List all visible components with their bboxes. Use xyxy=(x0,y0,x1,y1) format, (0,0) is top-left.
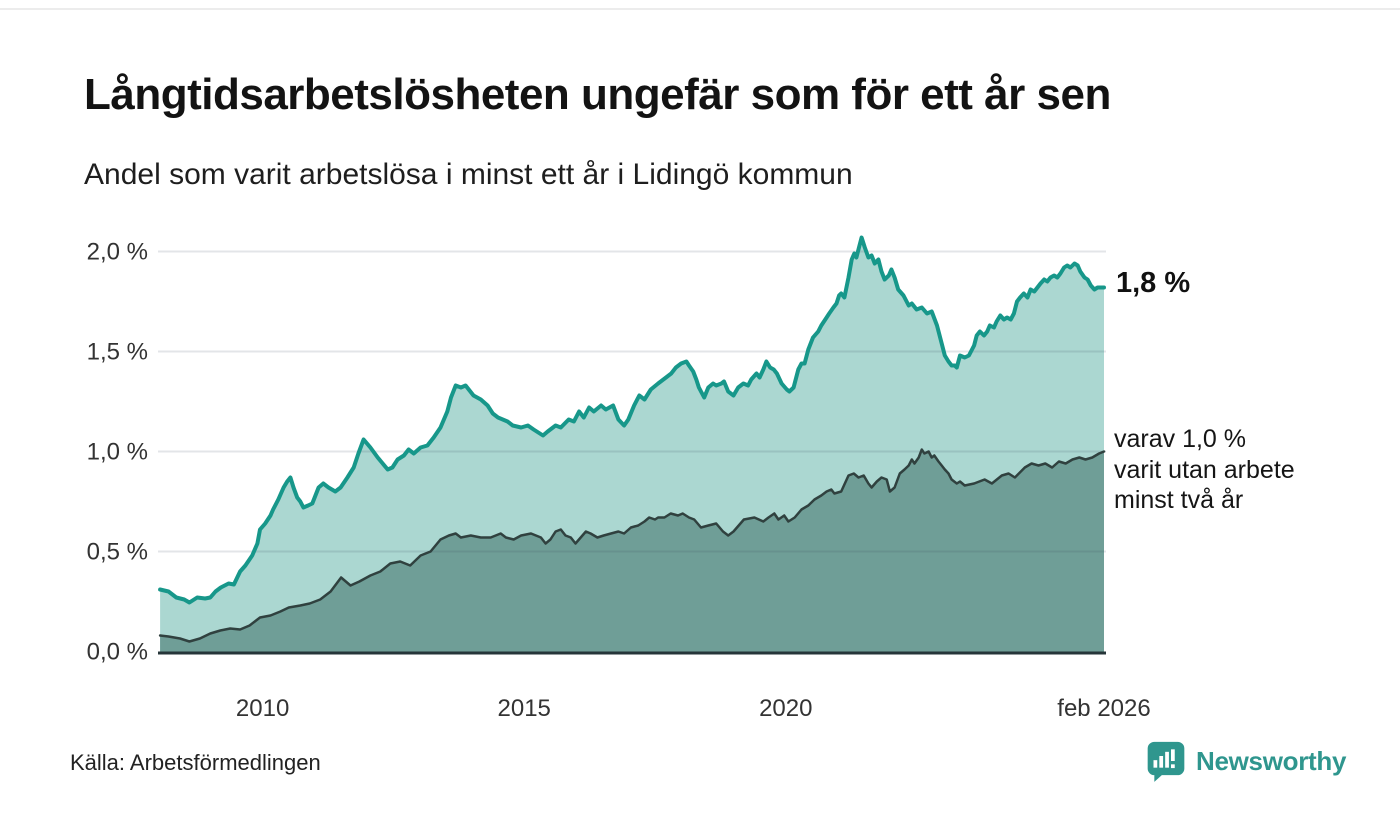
end-value-annotation: 1,8 % xyxy=(1116,267,1191,299)
x-tick-label: 2015 xyxy=(498,695,551,722)
page-title: Långtidsarbetslösheten ungefär som för e… xyxy=(84,70,1111,119)
newsworthy-logo: Newsworthy xyxy=(1146,740,1346,782)
y-tick-label: 1,5 % xyxy=(87,339,148,366)
x-tick-label: 2010 xyxy=(236,695,289,722)
line-two-years xyxy=(158,448,1106,643)
y-tick-label: 0,0 % xyxy=(87,639,148,666)
two-year-annotation: varav 1,0 % varit utan arbete minst två … xyxy=(1114,425,1295,514)
chart-subtitle: Andel som varit arbetslösa i minst ett å… xyxy=(84,158,853,191)
unemployment-area-chart: 0,0 % 0,5 % 1,0 % 1,5 % 2,0 % 2010 2015 2020 feb… xyxy=(87,235,1151,722)
y-tick-label: 1,0 % xyxy=(87,439,148,466)
x-tick-label: 2020 xyxy=(759,695,812,722)
source-text: Källa: Arbetsförmedlingen xyxy=(70,750,321,775)
y-tick-label: 2,0 % xyxy=(87,239,148,266)
brand-name: Newsworthy xyxy=(1196,745,1347,776)
y-tick-label: 0,5 % xyxy=(87,539,148,566)
area-two-years xyxy=(160,449,1105,652)
newsworthy-bubble-icon xyxy=(1147,741,1185,782)
x-tick-label: feb 2026 xyxy=(1057,695,1150,722)
line-total-one-year xyxy=(158,235,1106,605)
top-divider xyxy=(0,8,1400,10)
